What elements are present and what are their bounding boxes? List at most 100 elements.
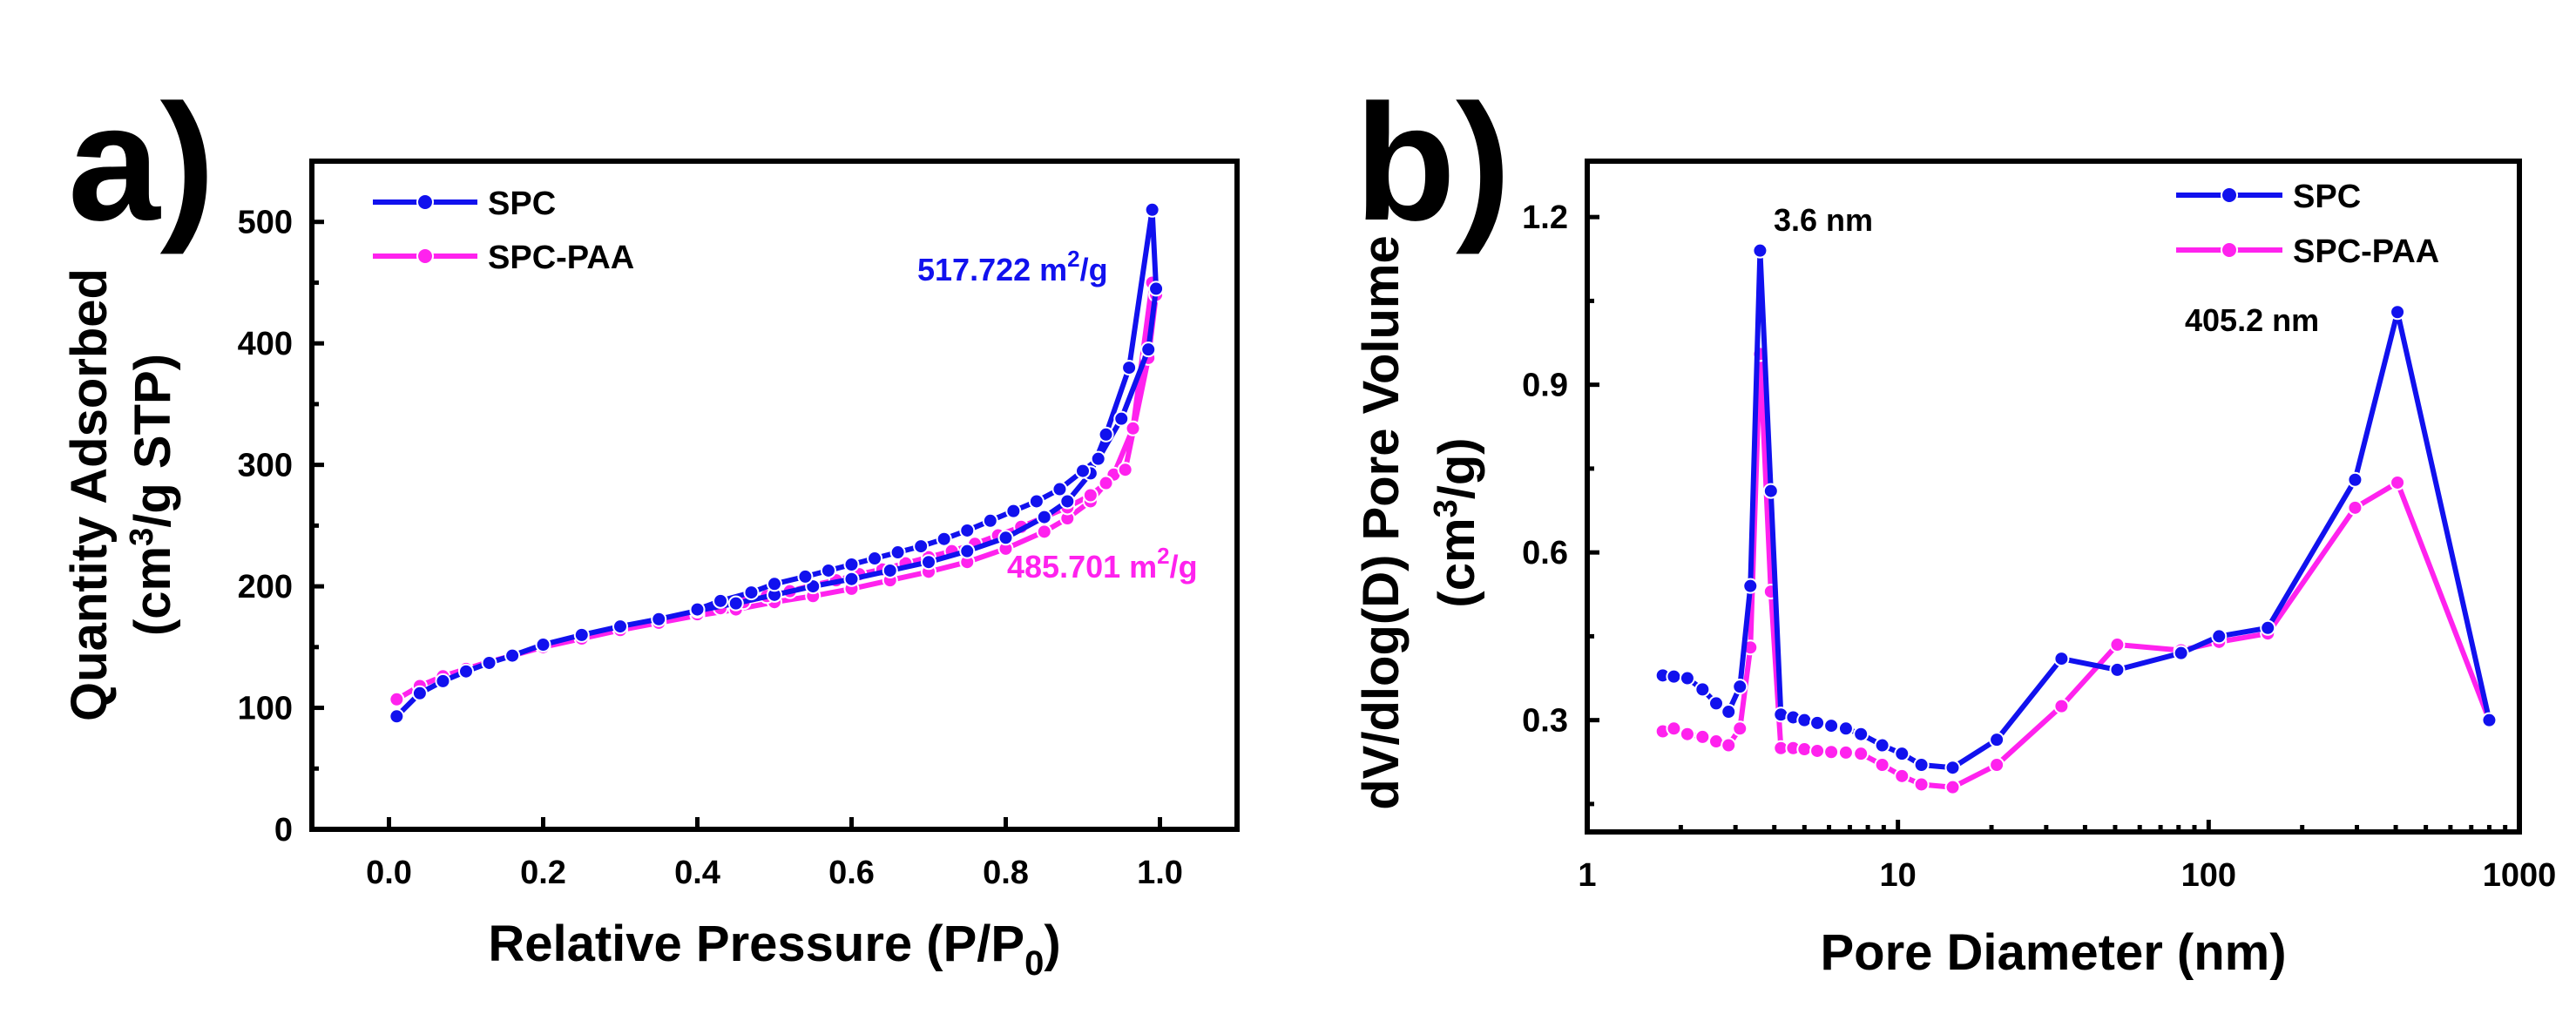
panel-a-data-point-spc	[921, 554, 936, 571]
panel-b-x-tick-label: 1	[1578, 857, 1596, 894]
panel-b-series	[1654, 242, 2498, 795]
panel-a-y-tick-label: 0	[274, 812, 293, 848]
panel-a-data-point-spc	[1098, 426, 1114, 443]
panel-b-legend: SPC SPC-PAA	[2176, 179, 2439, 270]
panel-a-data-point-spc	[1140, 341, 1157, 358]
panel-a-data-point-spc_paa	[1117, 462, 1133, 478]
panel-b-data-point-spc_paa	[2390, 474, 2406, 490]
panel-b-annotation-peak-405-2nm: 405.2 nm	[2185, 302, 2319, 338]
panel-b-x-tick-label: 10	[1880, 857, 1917, 894]
panel-a-data-point-spc	[843, 556, 860, 572]
panel-a-data-point-spc_paa	[389, 691, 405, 707]
panel-b-data-point-spc	[1913, 757, 1930, 773]
legend-marker-spc-paa	[416, 247, 434, 265]
panel-a-data-point-spc	[713, 592, 729, 609]
panel-a-x-tick-label: 0.6	[828, 855, 875, 891]
panel-a-data-point-spc	[481, 654, 497, 671]
panel-b-data-point-spc	[1666, 668, 1682, 685]
panel-a-series-line-spc	[395, 206, 1160, 719]
panel-a-data-point-spc	[743, 585, 760, 601]
panel-a-data-point-spc	[820, 562, 836, 578]
panel-a-data-point-spc	[651, 611, 667, 627]
panel-b-data-point-spc_paa	[1679, 726, 1695, 742]
panel-b-y-axis-title-line1: dV/dlog(D) Pore Volume	[1353, 235, 1410, 810]
panel-b-annotation-peak-3-6nm: 3.6 nm	[1774, 202, 1873, 238]
panel-a-data-point-spc	[843, 571, 860, 587]
panel-a-x-tick-labels: 0.0 0.2 0.4 0.6 0.8 1.0	[366, 855, 1183, 891]
panel-a-legend-entry-spc: SPC	[373, 186, 556, 222]
panel-b-data-point-spc	[2053, 651, 2070, 667]
legend-marker-spc	[416, 193, 434, 211]
panel-b-data-point-spc	[1874, 737, 1890, 754]
panel-b-y-axis-title-line2: (cm3/g)	[1428, 437, 1485, 607]
panel-a-x-tick-label: 0.8	[983, 855, 1029, 891]
panel-b-data-point-spc	[2390, 304, 2406, 321]
panel-a-label: a)	[68, 71, 215, 255]
panel-b-data-point-spc	[1837, 720, 1854, 737]
panel-b-data-point-spc_paa	[1894, 767, 1910, 784]
panel-b-data-point-spc	[1752, 242, 1768, 259]
panel-b-data-point-spc	[1796, 712, 1813, 728]
panel-a-x-axis-title: Relative Pressure (P/P0)	[488, 916, 1060, 983]
panel-a-data-point-spc	[913, 538, 930, 555]
panel-b-x-tick-label: 100	[2181, 857, 2236, 894]
panel-b-data-point-spc_paa	[1732, 720, 1748, 737]
panel-a-y-tick-label: 100	[238, 691, 293, 727]
panel-a-data-point-spc	[1036, 509, 1052, 525]
panel-a-data-point-spc	[1075, 463, 1091, 479]
panel-b-data-point-spc_paa	[1666, 720, 1682, 737]
panel-a-y-tick-labels: 0 100 200 300 400 500	[238, 205, 293, 848]
panel-b-data-point-spc	[1944, 760, 1961, 776]
panel-b-ticks	[1585, 214, 2522, 832]
panel-a-data-point-spc	[959, 543, 976, 559]
panel-a-data-point-spc	[1144, 201, 1160, 218]
panel-b-data-point-spc_paa	[1837, 744, 1854, 760]
panel-a-y-tick-label: 200	[238, 569, 293, 605]
panel-a-data-point-spc	[411, 685, 428, 701]
panel-a-plot-frame	[309, 159, 1240, 832]
panel-b-data-point-spc	[2109, 661, 2126, 678]
panel-b-y-tick-label: 0.9	[1522, 368, 1568, 404]
panel-a-x-tick-label: 1.0	[1137, 855, 1183, 891]
panel-a-x-tick-label: 0.2	[520, 855, 566, 891]
panel-a-y-tick-label: 300	[238, 448, 293, 484]
panel-a-data-point-spc	[535, 637, 551, 653]
panel-a-data-point-spc	[1005, 503, 1022, 519]
panel-b-data-point-spc_paa	[2053, 698, 2070, 714]
panel-b-x-tick-label: 1000	[2483, 857, 2557, 894]
panel-b-data-point-spc	[1894, 746, 1910, 762]
panel-a-data-point-spc	[1113, 410, 1130, 427]
panel-a-data-point-spc	[867, 551, 883, 567]
panel-b-data-point-spc_paa	[1809, 742, 1826, 759]
panel-b-legend-entry-spc: SPC	[2176, 179, 2361, 215]
panel-b-legend-entry-spc-paa: SPC-PAA	[2176, 233, 2439, 270]
panel-b-data-point-spc	[2260, 619, 2276, 636]
panel-a-data-point-spc	[889, 544, 906, 561]
panel-a-data-point-spc	[1028, 493, 1045, 510]
panel-a-ticks	[312, 220, 1162, 832]
panel-b-data-point-spc	[1732, 679, 1748, 695]
panel-a-data-point-spc	[767, 576, 782, 592]
panel-b-data-point-spc	[1762, 483, 1779, 499]
panel-b-data-point-spc	[1721, 704, 1737, 720]
panel-a-series	[389, 201, 1165, 725]
panel-a-data-point-spc	[936, 531, 952, 547]
panel-a-data-point-spc_paa	[1098, 475, 1114, 491]
panel-a-y-tick-label: 500	[238, 205, 293, 241]
panel-b-series-line-spc_paa	[1661, 351, 2492, 790]
panel-a-data-point-spc	[959, 522, 976, 538]
panel-a-data-point-spc	[1051, 481, 1068, 497]
panel-b-data-point-spc	[1989, 732, 2005, 748]
panel-a-legend-entry-spc-paa: SPC-PAA	[373, 240, 634, 276]
panel-b-x-axis-title: Pore Diameter (nm)	[1820, 924, 2286, 981]
legend-marker-spc-paa	[2221, 241, 2238, 259]
panel-b-data-point-spc	[1694, 681, 1711, 698]
panel-a-data-point-spc	[1090, 450, 1106, 467]
panel-b-data-point-spc_paa	[1694, 728, 1711, 745]
panel-a-series-line-spc_paa	[395, 280, 1160, 702]
panel-b-x-tick-labels: 1 10 100 1000	[1578, 857, 2556, 894]
panel-a-data-point-spc	[882, 562, 898, 578]
panel-a-annotation-spc-surface-area: 517.722 m2/g	[917, 246, 1108, 287]
panel-b-data-point-spc	[1742, 578, 1759, 594]
